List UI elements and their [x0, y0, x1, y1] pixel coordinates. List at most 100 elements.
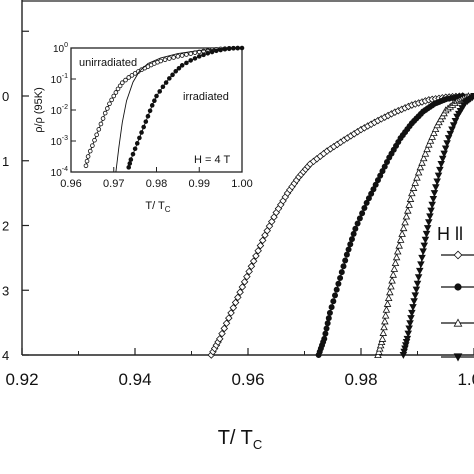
- main-data-point: [414, 168, 423, 176]
- inset-data-point: [111, 93, 117, 99]
- inset-x-ticks: 0.96 0.97 0.98 0.99 1.00: [60, 167, 253, 190]
- main-data-point: [337, 274, 344, 281]
- main-data-point: [431, 125, 440, 133]
- main-data-point: [429, 195, 438, 203]
- legend-row-3: [441, 318, 474, 327]
- inset-y-tick-label: 10-4: [51, 166, 68, 179]
- legend: H ll: [437, 224, 474, 362]
- inset-y-tick-label: 10-2: [51, 104, 68, 117]
- main-data-point: [470, 93, 474, 100]
- inset-data-point: [152, 98, 157, 103]
- legend-row-4: [441, 353, 474, 362]
- inset-data-point: [109, 97, 114, 103]
- main-data-point: [343, 251, 350, 258]
- main-data-point: [215, 335, 224, 343]
- main-data-point: [422, 230, 431, 238]
- main-data-point: [437, 160, 446, 168]
- main-data-point: [222, 319, 231, 328]
- main-data-point: [218, 329, 226, 338]
- main-data-point: [415, 267, 424, 275]
- legend-marker: [453, 353, 463, 362]
- legend-marker: [453, 250, 463, 260]
- inset-annotation-field: H = 4 T: [194, 154, 230, 166]
- inset-y-ticks: 100 10-1 10-2 10-3 10-4: [51, 42, 76, 179]
- main-data-point: [333, 286, 340, 293]
- main-data-point: [326, 309, 333, 316]
- inset-x-tick-label: 0.96: [60, 178, 81, 190]
- main-data-point: [227, 309, 235, 317]
- inset: 0.96 0.97 0.98 0.99 1.00 100 10-1 10-2 10-3 10-4…: [33, 42, 253, 214]
- inset-x-tick-label: 1.00: [231, 178, 252, 190]
- inset-data-point: [184, 60, 189, 66]
- main-y-tick-label: 2: [2, 219, 9, 234]
- main-data-point: [399, 224, 408, 232]
- main-data-point: [254, 246, 262, 255]
- main-data-point: [328, 304, 335, 311]
- main-data-point: [324, 320, 331, 327]
- main-data-point: [352, 225, 359, 232]
- inset-data-point: [120, 80, 125, 86]
- main-x-tick-label: 0.96: [231, 370, 264, 389]
- inset-data-point: [87, 148, 93, 154]
- main-x-ticks: 0.92 0.94 0.96 0.98 1.00: [5, 348, 474, 389]
- main-data-point: [428, 201, 436, 209]
- legend-title: H ll: [437, 224, 463, 244]
- inset-data-point: [160, 84, 166, 90]
- inset-x-tick-label: 0.99: [189, 178, 210, 190]
- inset-data-point: [141, 124, 146, 130]
- main-data-point: [330, 298, 337, 305]
- inset-data-point: [85, 154, 91, 159]
- inset-data-point: [115, 86, 121, 92]
- main-data-point: [393, 247, 402, 255]
- inset-y-tick-label: 10-3: [51, 135, 68, 148]
- inset-frame: [70, 47, 243, 173]
- main-x-label: T/ TC: [218, 427, 263, 452]
- main-data-point: [378, 334, 387, 342]
- inset-series-line: [115, 47, 243, 173]
- main-data-point: [229, 303, 238, 312]
- main-data-point: [347, 241, 354, 248]
- main-data-point: [407, 315, 415, 323]
- main-data-point: [322, 330, 329, 337]
- main-x-tick-label: 1.00: [457, 370, 474, 389]
- main-data-point: [432, 184, 440, 192]
- inset-data-point: [90, 143, 95, 148]
- main-data-point: [325, 315, 332, 322]
- main-data-point: [425, 140, 433, 148]
- inset-data-point: [201, 52, 206, 58]
- main-data-point: [417, 261, 425, 269]
- inset-data-point: [127, 161, 133, 166]
- inset-data-point: [105, 106, 110, 111]
- inset-data-point: [163, 80, 169, 85]
- main-data-point: [401, 218, 409, 226]
- main-data-point: [436, 166, 444, 174]
- legend-marker: [453, 318, 463, 327]
- inset-data-point: [205, 50, 211, 56]
- main-series-4: [399, 93, 474, 359]
- inset-data-point: [176, 66, 182, 71]
- main-data-point: [348, 236, 355, 243]
- inset-y-tick-label: 10-1: [51, 73, 68, 86]
- main-data-point: [441, 145, 450, 153]
- main-data-point: [231, 298, 240, 307]
- inset-y-label: ρ/ρ (95K): [33, 87, 45, 133]
- inset-data-point: [98, 121, 104, 127]
- inset-data-point: [102, 110, 108, 116]
- inset-annotation-unirradiated: unirradiated: [79, 57, 137, 69]
- main-data-point: [387, 282, 395, 290]
- main-data-point: [404, 330, 413, 338]
- main-data-point: [392, 253, 401, 261]
- main-data-point: [426, 136, 435, 144]
- inset-data-point: [158, 58, 164, 64]
- main-data-point: [379, 329, 388, 336]
- main-data-point: [381, 311, 390, 319]
- main-data-point: [413, 173, 421, 181]
- inset-data-point: [167, 56, 172, 61]
- legend-rows: [441, 250, 474, 362]
- main-data-point: [386, 288, 394, 296]
- main-data-point: [243, 272, 251, 281]
- main-data-point: [406, 320, 414, 328]
- main-data-point: [433, 178, 441, 186]
- inset-data-point: [145, 113, 151, 119]
